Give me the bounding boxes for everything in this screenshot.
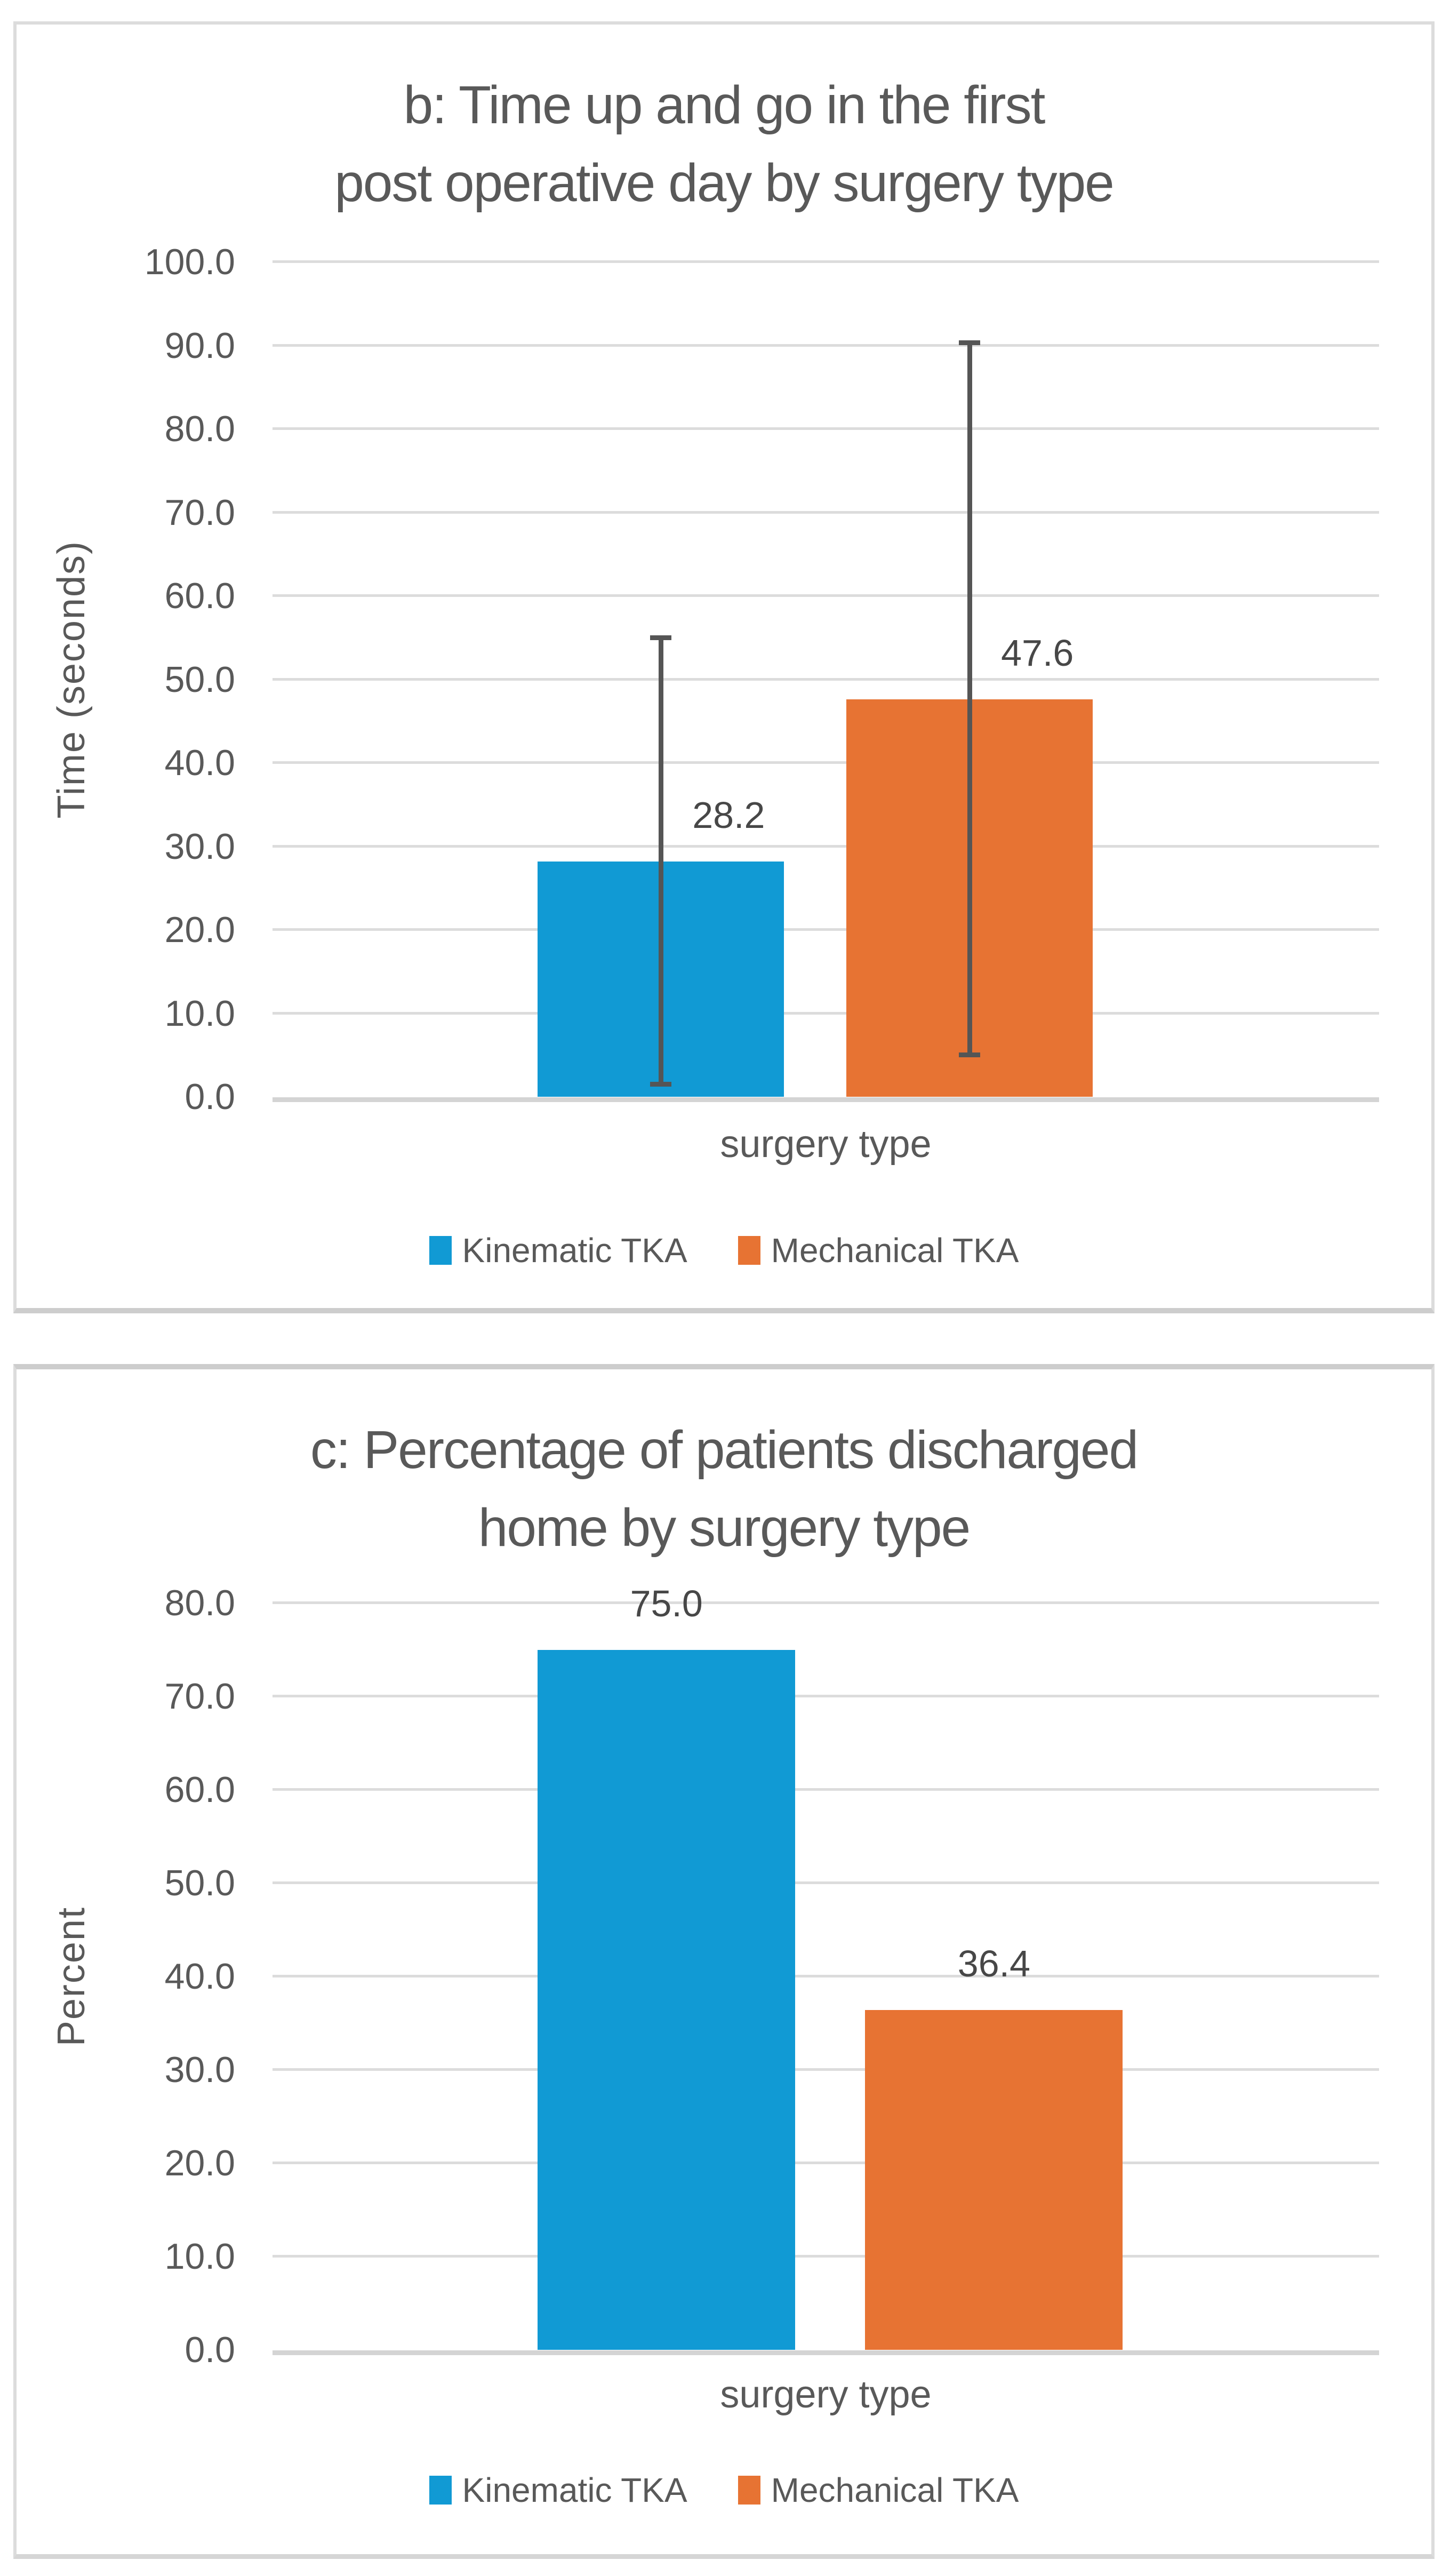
- plot-area-c: 80.0 70.0 60.0 50.0 40.0 30.0 20.0 10.0 0.0 75.0 3…: [165, 1585, 1379, 2368]
- gridline: [273, 2162, 1379, 2164]
- gridline: [273, 1788, 1379, 1791]
- y-tick-label: 20.0: [164, 910, 235, 950]
- x-axis-title: surgery type: [720, 1123, 932, 1166]
- legend-swatch-kinematic: [429, 1236, 452, 1265]
- chart-title-line: home by surgery type: [478, 1498, 971, 1558]
- legend-item-kinematic: Kinematic TKA: [429, 1232, 687, 1269]
- y-tick-label: 20.0: [164, 2143, 235, 2183]
- gridline: [273, 1975, 1379, 1977]
- error-bar-cap-high: [650, 635, 672, 640]
- y-tick-label: 100.0: [144, 242, 235, 282]
- gridline: [273, 677, 1379, 681]
- gridline: [273, 1695, 1379, 1697]
- gridline: [273, 1881, 1379, 1884]
- chart-title-line: c: Percentage of patients discharged: [310, 1420, 1139, 1480]
- legend: Kinematic TKA Mechanical TKA: [17, 2471, 1431, 2509]
- legend-item-mechanical: Mechanical TKA: [738, 1232, 1019, 1269]
- data-label: 28.2: [692, 794, 765, 836]
- chart-panel-c: c: Percentage of patients discharged hom…: [13, 1364, 1435, 2559]
- legend-label-kinematic: Kinematic TKA: [462, 1231, 687, 1270]
- error-bar-line: [658, 637, 663, 1084]
- data-label: 75.0: [630, 1582, 703, 1624]
- gridline: [273, 427, 1379, 430]
- chart-panel-b: b: Time up and go in the first post oper…: [13, 21, 1435, 1313]
- legend-swatch-mechanical: [738, 1236, 760, 1265]
- gridline: [273, 2255, 1379, 2258]
- y-tick-label: 10.0: [164, 993, 235, 1034]
- y-tick-label: 50.0: [164, 659, 235, 700]
- legend-swatch-kinematic: [429, 2476, 452, 2505]
- x-axis-title: surgery type: [720, 2373, 932, 2416]
- gridline: [273, 511, 1379, 514]
- legend-label-mechanical: Mechanical TKA: [771, 2471, 1019, 2509]
- bar-mechanical-tka: [865, 2010, 1123, 2350]
- x-axis-line: [273, 1097, 1379, 1102]
- bar-kinematic-tka: [538, 1649, 796, 2350]
- y-tick-label: 70.0: [164, 492, 235, 533]
- legend-label-mechanical: Mechanical TKA: [771, 1231, 1019, 1270]
- y-tick-label: 70.0: [164, 1676, 235, 1717]
- error-bar-line: [967, 342, 972, 1055]
- data-label: 36.4: [957, 1943, 1031, 1984]
- gridline: [273, 2068, 1379, 2071]
- gridline: [273, 344, 1379, 347]
- chart-title-b: b: Time up and go in the first post oper…: [17, 66, 1431, 222]
- x-axis-line: [273, 2350, 1379, 2355]
- y-tick-label: 80.0: [164, 409, 235, 449]
- y-tick-label: 30.0: [164, 826, 235, 867]
- legend-label-kinematic: Kinematic TKA: [462, 2471, 687, 2509]
- y-tick-label: 40.0: [164, 1956, 235, 1997]
- gridline: [273, 1011, 1379, 1015]
- y-tick-label: 60.0: [164, 1769, 235, 1810]
- y-tick-label: 80.0: [164, 1583, 235, 1623]
- gridline: [273, 761, 1379, 764]
- plot-area-b: 100.0 90.0 80.0 70.0 60.0 50.0 40.0 30.0 20.0 10.…: [145, 244, 1379, 1115]
- y-tick-label: 90.0: [164, 325, 235, 366]
- gridline: [273, 844, 1379, 848]
- y-tick-label: 0.0: [185, 1076, 235, 1117]
- legend-item-mechanical: Mechanical TKA: [738, 2471, 1019, 2509]
- gridline: [273, 928, 1379, 931]
- data-label: 47.6: [1001, 632, 1074, 674]
- gridline: [273, 594, 1379, 597]
- y-tick-label: 40.0: [164, 743, 235, 783]
- chart-title-c: c: Percentage of patients discharged hom…: [17, 1411, 1431, 1567]
- error-bar-cap-low: [650, 1082, 672, 1087]
- y-tick-label: 10.0: [164, 2236, 235, 2277]
- gridline: [273, 1601, 1379, 1604]
- y-tick-label: 50.0: [164, 1863, 235, 1903]
- gridline: [273, 260, 1379, 263]
- y-tick-label: 0.0: [185, 2330, 235, 2370]
- error-bar-cap-high: [959, 340, 981, 346]
- y-tick-label: 60.0: [164, 576, 235, 616]
- legend: Kinematic TKA Mechanical TKA: [17, 1232, 1431, 1269]
- legend-item-kinematic: Kinematic TKA: [429, 2471, 687, 2509]
- chart-title-line: post operative day by surgery type: [334, 153, 1115, 213]
- legend-swatch-mechanical: [738, 2476, 760, 2505]
- y-tick-label: 30.0: [164, 2049, 235, 2090]
- error-bar-cap-low: [959, 1052, 981, 1058]
- chart-title-line: b: Time up and go in the first: [403, 75, 1046, 135]
